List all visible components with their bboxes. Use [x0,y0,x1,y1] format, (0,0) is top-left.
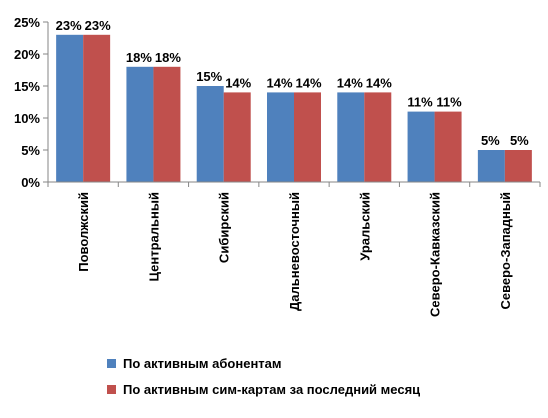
y-tick-label: 25% [14,15,40,30]
category-label: Сибирский [217,192,232,263]
bar-series-1 [196,86,224,182]
data-label-series-2: 14% [366,75,392,90]
category-label: Северо-Западный [498,192,513,310]
bar-series-1 [477,150,505,182]
data-label-series-2: 18% [155,50,181,65]
data-label-series-1: 5% [481,133,500,148]
bar-series-1 [56,34,84,182]
bar-series-2 [153,66,181,182]
bar-series-1 [267,92,294,182]
data-label-series-2: 23% [85,18,111,33]
category-label: Центральный [146,192,161,281]
y-tick-label: 20% [14,47,40,62]
y-tick-label: 15% [14,79,40,94]
data-labels: 23% 23%18% 18%15% 14% 14% 14% 14% 14%11% 11%5% 5% [56,18,530,148]
x-axis: Поволжский Центральный Сибирский Дальневост… [47,181,541,317]
category-label: Северо-Кавказский [428,192,443,317]
legend: По активным абонентам По активным сим-ка… [107,350,420,402]
data-label-series-1: 11% [407,95,433,110]
category-label: Уральский [357,192,372,261]
data-label-series-1: 15% [196,69,222,84]
data-label-series-2: 14% [295,75,321,90]
y-tick-label: 5% [21,143,40,158]
data-label-series-2: 5% [510,133,529,148]
data-label-series-1: 14% [337,75,363,90]
data-label-series-1: 23% [56,18,82,33]
legend-swatch-series-1 [107,358,116,368]
legend-swatch-series-2 [107,384,116,394]
bar-series-2 [294,92,321,182]
bar-series-1 [407,111,435,182]
bars [56,34,532,182]
data-label-series-2: 11% [436,95,462,110]
bar-series-2 [504,150,532,182]
legend-item-series-1: По активным абонентам [107,350,420,376]
legend-label-series-1: По активным абонентам [123,355,282,371]
y-axis: 0% 5% 10% 15% 20% 25% [14,15,49,190]
bar-series-2 [223,92,251,182]
bar-series-1 [337,92,365,182]
legend-item-series-2: По активным сим-картам за последний меся… [107,376,420,402]
y-tick-label: 10% [14,111,40,126]
bar-series-2 [83,34,111,182]
bar-series-2 [364,92,392,182]
category-label: Поволжский [76,192,91,272]
data-label-series-1: 18% [126,50,152,65]
category-label: Дальневосточный [287,192,302,311]
y-tick-label: 0% [21,175,40,190]
bar-series-1 [126,66,154,182]
legend-label-series-2: По активным сим-картам за последний меся… [123,381,421,397]
bar-series-2 [434,111,462,182]
data-label-series-2: 14% [225,75,251,90]
data-label-series-1: 14% [266,75,292,90]
